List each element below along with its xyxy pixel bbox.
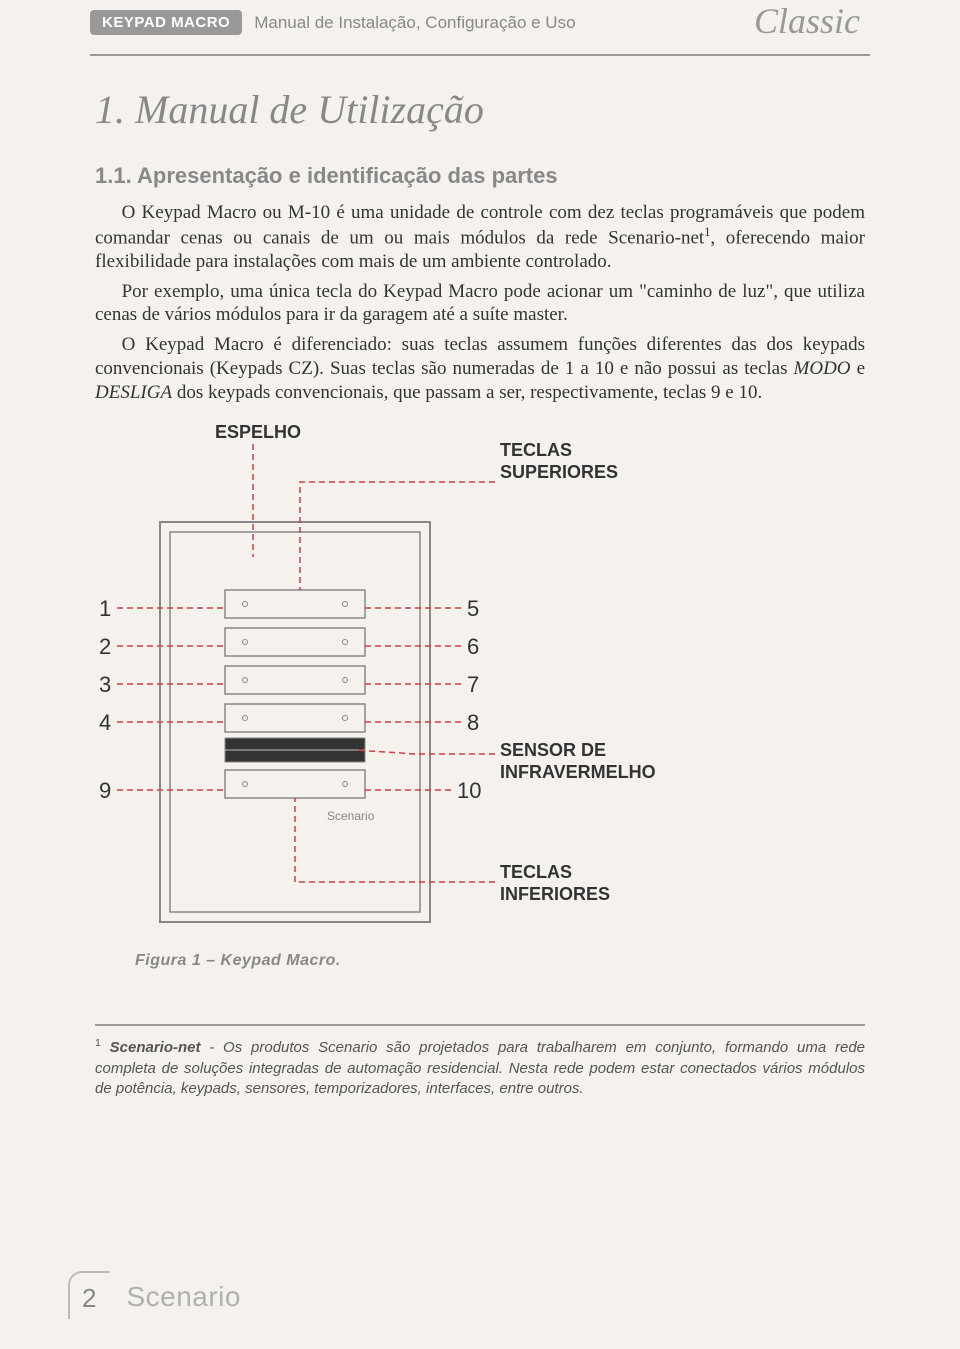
device-brand-text: Scenario <box>327 809 375 823</box>
header-brand: Classic <box>754 0 860 42</box>
page-number: 2 <box>68 1271 110 1319</box>
p3-mid: e <box>851 358 865 379</box>
footnote-num: 1 <box>95 1037 101 1049</box>
callout-lines <box>117 444 495 882</box>
header-subtitle: Manual de Instalação, Configuração e Uso <box>254 13 575 33</box>
header-badge: KEYPAD MACRO <box>90 10 242 35</box>
p3-desliga: DESLIGA <box>95 382 172 403</box>
key-block <box>225 590 365 798</box>
paragraph-2: Por exemplo, uma única tecla do Keypad M… <box>95 280 865 328</box>
footnote-text: - Os produtos Scenario são projetados pa… <box>95 1039 865 1097</box>
chapter-title: 1. Manual de Utilização <box>95 86 865 133</box>
section-title: 1.1. Apresentação e identificação das pa… <box>95 163 865 189</box>
footnote-term: Scenario-net <box>110 1039 201 1056</box>
diagram-area: ESPELHO TECLAS SUPERIORES SENSOR DE INFR… <box>95 422 865 1012</box>
content-area: 1. Manual de Utilização 1.1. Apresentaçã… <box>0 56 960 1099</box>
paragraph-1: O Keypad Macro ou M-10 é uma unidade de … <box>95 201 865 274</box>
page-header: KEYPAD MACRO Manual de Instalação, Confi… <box>0 0 960 50</box>
paragraph-3: O Keypad Macro é diferenciado: suas tecl… <box>95 333 865 404</box>
p3-modo: MODO <box>794 358 851 379</box>
footnote: 1 Scenario-net - Os produtos Scenario sã… <box>95 1036 865 1099</box>
page-brand: Scenario <box>126 1281 241 1313</box>
keypad-svg: Scenario <box>95 422 865 982</box>
p2-text: Por exemplo, uma única tecla do Keypad M… <box>95 281 865 326</box>
page-number-wrap: 2 Scenario <box>68 1271 241 1319</box>
footnote-rule <box>95 1024 865 1026</box>
p3-text-a: O Keypad Macro é diferenciado: suas tecl… <box>95 334 865 379</box>
figure-caption: Figura 1 – Keypad Macro. <box>135 952 341 970</box>
p3-text-b: dos keypads convencionais, que passam a … <box>172 382 762 403</box>
